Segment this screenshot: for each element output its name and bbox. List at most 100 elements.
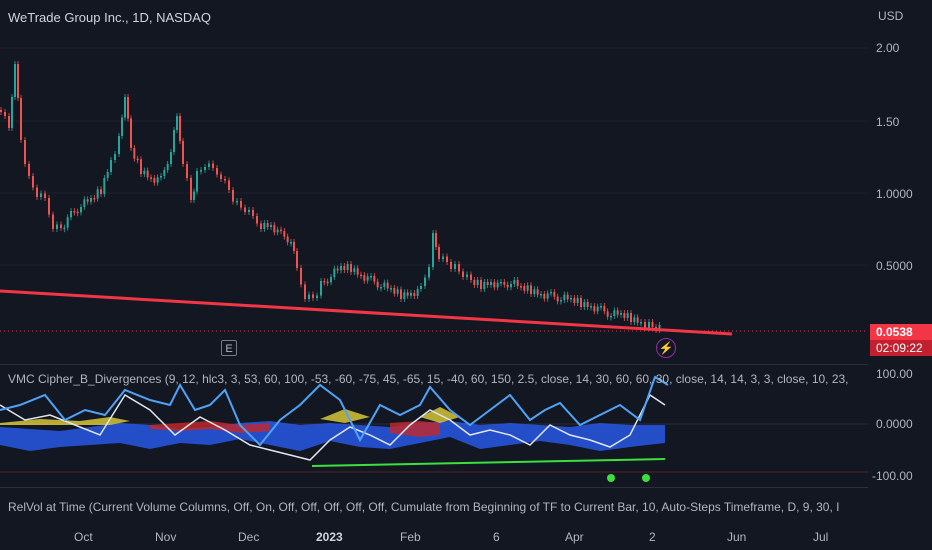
candle-body — [208, 163, 210, 167]
candle-body — [424, 277, 426, 286]
candle-body — [396, 289, 399, 294]
candle-body — [100, 189, 102, 194]
symbol-title[interactable]: WeTrade Group Inc., 1D, NASDAQ — [8, 10, 212, 25]
lightning-event-icon[interactable]: ⚡ — [656, 338, 676, 358]
candle-body — [613, 310, 616, 316]
candle-body — [483, 282, 486, 289]
candle-body — [640, 322, 642, 324]
candle-body — [600, 306, 602, 308]
osc-tick: 0.0000 — [876, 417, 913, 431]
candle-body — [410, 293, 412, 296]
candle-body — [480, 280, 482, 289]
candle-body — [366, 276, 369, 281]
candle-body — [540, 294, 542, 296]
candle-body — [616, 310, 619, 315]
candle-body — [590, 306, 592, 308]
candle-body — [263, 223, 266, 229]
candle-body — [73, 211, 76, 213]
candle-body — [153, 178, 156, 183]
bullish-divergence-line — [311, 458, 666, 467]
price-chart-pane[interactable] — [0, 0, 868, 364]
osc-tick: -100.00 — [872, 469, 913, 483]
candle-body — [276, 229, 279, 233]
candle-body — [428, 267, 430, 278]
candle-body — [56, 224, 58, 229]
candle-body — [28, 164, 30, 176]
candle-body — [450, 262, 452, 269]
candle-body — [256, 216, 258, 224]
candle-body — [273, 225, 276, 233]
candle-body — [580, 298, 582, 307]
buy-signal-dot — [607, 474, 615, 482]
candle-body — [543, 294, 546, 299]
candle-body — [121, 117, 123, 136]
candle-body — [603, 306, 606, 312]
candle-body — [220, 174, 222, 179]
time-axis[interactable]: Oct Nov Dec 2023 Feb 6 Apr 2 Jun Jul — [0, 524, 932, 550]
candle-body — [244, 207, 246, 212]
candle-body — [266, 223, 269, 227]
candle-body — [633, 317, 636, 322]
candle-body — [490, 282, 492, 285]
candle-body — [204, 167, 206, 170]
candle-body — [454, 264, 456, 269]
earnings-marker-icon[interactable]: E — [221, 340, 237, 356]
candle-body — [390, 288, 392, 290]
candle-body — [20, 98, 22, 140]
candle-body — [356, 268, 359, 275]
candle-body — [118, 136, 120, 154]
candle-body — [393, 288, 396, 294]
candle-body — [236, 201, 238, 203]
candle-body — [96, 189, 99, 199]
bar-countdown: 02:09:22 — [870, 340, 932, 356]
candle-body — [432, 233, 434, 267]
time-tick: Oct — [74, 530, 93, 544]
candle-body — [90, 198, 92, 202]
candle-body — [143, 170, 146, 174]
oscillator-canvas[interactable] — [0, 365, 868, 487]
time-tick: Feb — [400, 530, 421, 544]
candle-body — [14, 64, 16, 97]
oscillator-legend[interactable]: VMC Cipher_B_Divergences (9, 12, hlc3, 3… — [8, 372, 849, 386]
candle-body — [500, 282, 502, 284]
time-tick: 2 — [649, 530, 656, 544]
candle-body — [293, 242, 295, 251]
money-flow-area — [0, 421, 665, 451]
candle-body — [32, 176, 34, 188]
price-axis[interactable] — [868, 0, 932, 524]
candle-body — [476, 280, 479, 285]
relvol-legend[interactable]: RelVol at Time (Current Volume Columns, … — [8, 500, 840, 514]
candle-body — [370, 276, 372, 278]
price-tick: 1.0000 — [876, 187, 913, 201]
buy-signal-dot — [642, 474, 650, 482]
candle-body — [136, 158, 139, 161]
support-trendline[interactable] — [0, 289, 733, 336]
candle-body — [520, 286, 522, 288]
candle-body — [658, 325, 661, 330]
candle-body — [326, 281, 329, 284]
pane-separator[interactable] — [0, 364, 868, 365]
candle-body — [340, 266, 342, 271]
candle-body — [186, 164, 188, 178]
pane-separator[interactable] — [0, 487, 868, 488]
candle-body — [182, 141, 184, 164]
last-price-tag: 0.0538 — [870, 324, 932, 340]
candle-body — [300, 268, 302, 285]
candle-body — [376, 281, 379, 288]
candle-body — [496, 282, 499, 288]
time-tick: Nov — [155, 530, 177, 544]
candle-body — [406, 292, 409, 296]
candle-body — [400, 289, 402, 299]
candle-body — [173, 130, 175, 152]
candle-body — [416, 289, 419, 296]
price-chart-canvas[interactable] — [0, 0, 868, 364]
oscillator-pane[interactable] — [0, 365, 868, 487]
osc-tick: 100.00 — [876, 367, 913, 381]
candle-body — [110, 160, 112, 172]
candle-body — [403, 292, 406, 299]
candle-body — [224, 179, 226, 181]
candle-body — [232, 190, 234, 202]
candle-body — [176, 116, 178, 130]
candle-body — [83, 199, 86, 207]
candle-body — [296, 251, 298, 268]
